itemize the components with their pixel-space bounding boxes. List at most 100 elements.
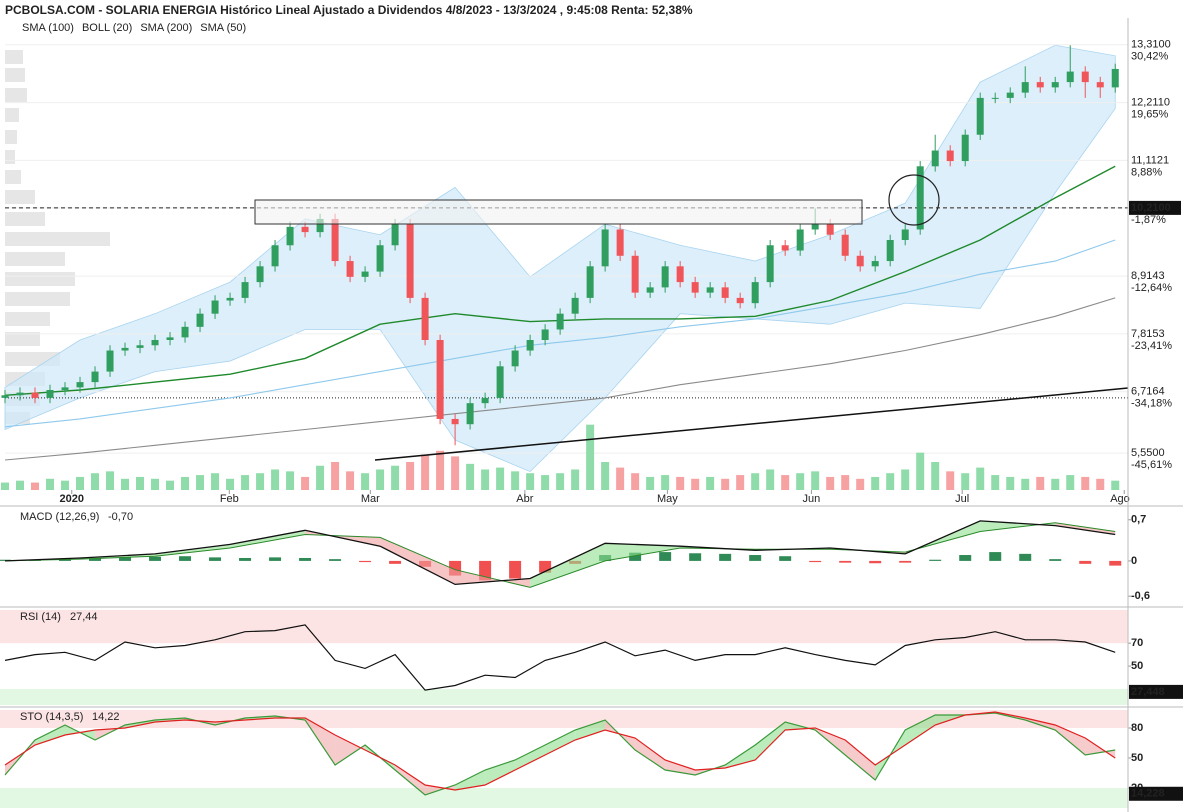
- legend-entry: SMA (200): [140, 22, 192, 34]
- candle-body: [811, 224, 819, 230]
- moving-average: [4, 165, 1116, 396]
- candle-body: [916, 166, 924, 230]
- candle-body: [316, 218, 324, 233]
- volume-bar: [961, 473, 970, 490]
- volume-bar: [991, 475, 1000, 490]
- stochastic-fill: [845, 740, 876, 780]
- candle-body: [511, 350, 519, 367]
- candle-body: [106, 350, 114, 372]
- candle-body: [646, 287, 654, 293]
- volume-bar: [661, 475, 670, 490]
- candle-body: [286, 226, 294, 246]
- y-tick-label: 7,8153: [1131, 328, 1165, 340]
- macd-histogram-bar: [509, 560, 522, 579]
- candle-body: [571, 297, 579, 314]
- candle-body: [601, 229, 609, 267]
- x-tick-label: 2020: [60, 493, 84, 505]
- candle-body: [451, 418, 459, 425]
- stochastic-fill: [395, 765, 426, 795]
- moving-average: [4, 239, 1116, 428]
- candle-body: [781, 245, 789, 251]
- macd-histogram-bar: [239, 557, 252, 561]
- candle-body: [796, 229, 804, 251]
- volume-bar: [31, 482, 40, 490]
- macd-histogram-bar: [329, 559, 342, 561]
- y-tick-label: -0,6: [1131, 590, 1150, 602]
- candle-body: [691, 282, 699, 293]
- macd-histogram-bar: [629, 552, 642, 561]
- macd-histogram-bar: [719, 553, 732, 561]
- candle-body: [886, 240, 894, 262]
- macd-histogram-bar: [689, 553, 702, 561]
- signal-line: [4, 522, 1116, 588]
- candle-body: [556, 313, 564, 330]
- macd-histogram-bar: [479, 560, 492, 581]
- volume-bar: [151, 478, 160, 490]
- volume-bar: [811, 471, 820, 490]
- candle-body: [1006, 92, 1014, 98]
- macd-fill: [1055, 522, 1116, 535]
- y-tick-label: 13,3100: [1131, 39, 1171, 51]
- volume-bar: [1006, 476, 1015, 490]
- volume-bar: [496, 467, 505, 490]
- volume-bar: [706, 476, 715, 490]
- volume-bar: [406, 462, 415, 490]
- stochastic-fill: [455, 770, 486, 790]
- last-value-box: [1129, 684, 1183, 699]
- volume-bar: [946, 471, 955, 490]
- legend-entry: SMA (50): [200, 22, 246, 34]
- candle-body: [1, 395, 9, 398]
- overbought-band: [0, 610, 1128, 644]
- macd-histogram-bar: [839, 560, 852, 563]
- macd-histogram-bar: [1079, 560, 1092, 564]
- legend-entry: BOLL (20): [82, 22, 132, 34]
- stochastic-fill: [485, 760, 516, 785]
- volume-bar: [751, 473, 760, 490]
- candle-body: [1051, 82, 1059, 88]
- macd-histogram-bar: [269, 557, 282, 561]
- candle-body: [391, 224, 399, 246]
- change-label: -1,87%: [1131, 214, 1166, 226]
- volume-bar: [1081, 476, 1090, 490]
- volume-bar: [586, 424, 595, 490]
- volume-bar: [931, 462, 940, 490]
- volume-bar: [901, 469, 910, 490]
- candle-body: [961, 134, 969, 162]
- volume-bar: [766, 469, 775, 490]
- stochastic-fill: [425, 785, 456, 795]
- volume-bar: [121, 478, 130, 490]
- change-label: 8,88%: [1131, 166, 1162, 178]
- volume-bar: [976, 467, 985, 490]
- macd-histogram-bar: [539, 560, 552, 573]
- y-tick-label: 12,2110: [1131, 96, 1170, 108]
- oscillator-line: [4, 711, 1116, 791]
- candle-body: [1021, 82, 1029, 93]
- volume-bar: [871, 476, 880, 490]
- rsi-title: RSI (14): [20, 611, 61, 623]
- last-price-box: [1129, 200, 1181, 215]
- candle-body: [1066, 71, 1074, 83]
- volume-bar: [226, 478, 235, 490]
- macd-histogram-bar: [89, 557, 102, 561]
- macd-histogram-bar: [209, 557, 222, 561]
- stochastic-fill: [335, 735, 366, 765]
- candle-body: [61, 387, 69, 390]
- volume-bar: [361, 473, 370, 490]
- candle-body: [1036, 82, 1044, 88]
- volume-bar: [556, 473, 565, 490]
- candle-body: [901, 229, 909, 240]
- volume-bar: [886, 473, 895, 490]
- volume-bar: [91, 473, 100, 490]
- volume-bar: [1096, 478, 1105, 490]
- volume-bar: [691, 478, 700, 490]
- y-tick-label: 70: [1131, 637, 1143, 649]
- chart-title: PCBOLSA.COM - SOLARIA ENERGIA Histórico …: [5, 3, 693, 17]
- y-tick-label: 0: [1131, 555, 1137, 567]
- y-tick-label: 6,7164: [1131, 386, 1165, 398]
- rsi-current: 27,44: [70, 611, 98, 623]
- x-tick-label: May: [657, 493, 678, 505]
- volume-bar: [1066, 475, 1075, 490]
- stochastic-fill: [35, 725, 66, 745]
- stochastic-fill: [545, 730, 576, 755]
- volume-bar: [211, 473, 220, 490]
